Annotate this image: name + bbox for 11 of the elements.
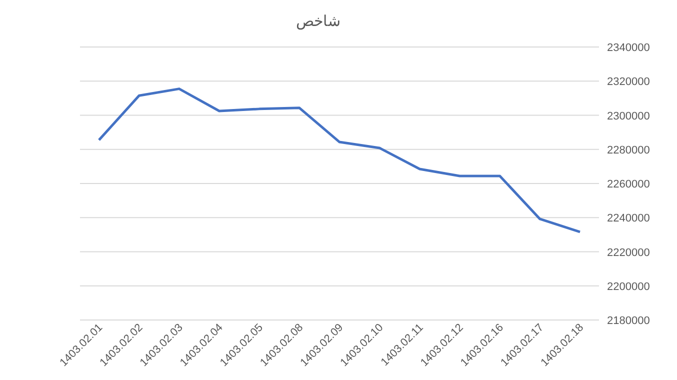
y-tick-label: 2240000 [607, 212, 650, 225]
y-tick-label: 2180000 [607, 315, 650, 327]
y-tick-label: 2300000 [607, 110, 650, 122]
y-tick-label: 2280000 [607, 144, 650, 156]
y-tick-label: 2200000 [607, 280, 650, 293]
y-tick-label: 2340000 [607, 42, 650, 54]
y-tick-label: 2220000 [607, 246, 650, 259]
line-series [98, 88, 582, 234]
y-tick-label: 2260000 [607, 178, 650, 190]
y-tick-label: 2320000 [607, 76, 650, 88]
chart-title: شاخص [296, 13, 341, 30]
